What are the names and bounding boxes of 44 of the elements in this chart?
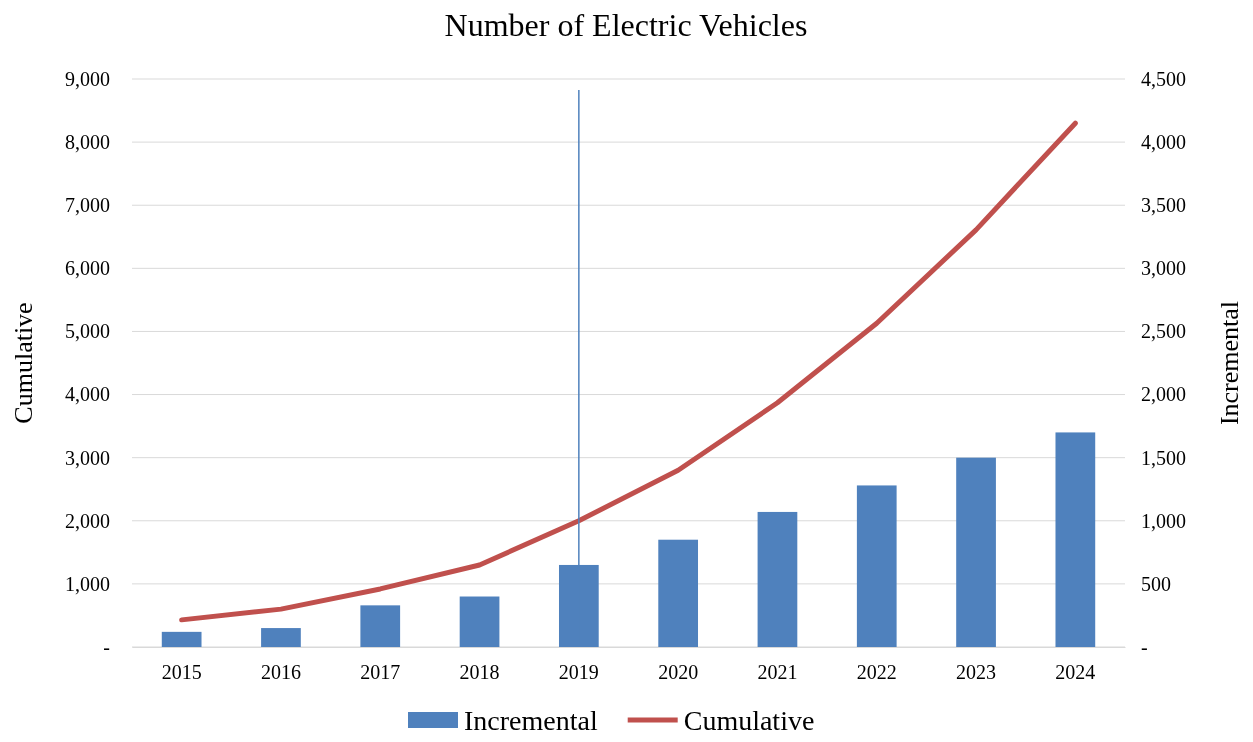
- y2-axis-title: Incremental: [1215, 300, 1244, 426]
- bar: [360, 605, 401, 647]
- y-tick-label: 4,000: [65, 383, 110, 406]
- bar: [1055, 432, 1096, 647]
- x-tick-label: 2016: [260, 661, 301, 684]
- bar: [757, 511, 798, 647]
- x-tick-label: 2020: [658, 661, 699, 684]
- y2-tick-label: 1,000: [1141, 509, 1186, 532]
- y-tick-label: 8,000: [65, 131, 110, 154]
- y-axis-title: Cumulative: [9, 302, 38, 424]
- y-tick-label: 2,000: [65, 509, 110, 532]
- y-tick-label: -: [103, 635, 110, 658]
- y2-tick-label: 500: [1141, 572, 1171, 595]
- bar: [459, 596, 500, 647]
- y2-tick-label: 1,500: [1141, 446, 1186, 469]
- x-tick-label: 2017: [360, 661, 401, 684]
- x-tick-label: 2021: [757, 661, 798, 684]
- x-tick-label: 2023: [956, 661, 997, 684]
- x-tick-label: 2015: [161, 661, 202, 684]
- y2-tick-label: -: [1141, 635, 1148, 658]
- chart-title: Number of Electric Vehicles: [444, 7, 808, 43]
- x-tick-label: 2024: [1055, 661, 1096, 684]
- y2-tick-label: 2,500: [1141, 320, 1186, 343]
- y2-tick-label: 2,000: [1141, 383, 1186, 406]
- x-tick-label: 2018: [459, 661, 500, 684]
- y-tick-label: 9,000: [65, 67, 110, 90]
- y2-tick-label: 4,000: [1141, 131, 1186, 154]
- y-tick-label: 5,000: [65, 320, 110, 343]
- y2-tick-label: 3,000: [1141, 257, 1186, 280]
- y2-tick-label: 3,500: [1141, 194, 1186, 217]
- bar: [261, 628, 301, 647]
- y-tick-label: 1,000: [65, 572, 110, 595]
- legend-label: Incremental: [464, 705, 598, 736]
- x-tick-label: 2022: [856, 661, 897, 684]
- y2-tick-label: 4,500: [1141, 67, 1186, 90]
- bar: [956, 457, 996, 647]
- y-tick-label: 7,000: [65, 194, 110, 217]
- bar: [856, 485, 897, 647]
- y-tick-label: 3,000: [65, 446, 110, 469]
- y-tick-label: 6,000: [65, 257, 110, 280]
- x-tick-label: 2019: [558, 661, 599, 684]
- bar: [658, 539, 699, 647]
- legend-label: Cumulative: [683, 705, 815, 736]
- bar: [161, 631, 202, 647]
